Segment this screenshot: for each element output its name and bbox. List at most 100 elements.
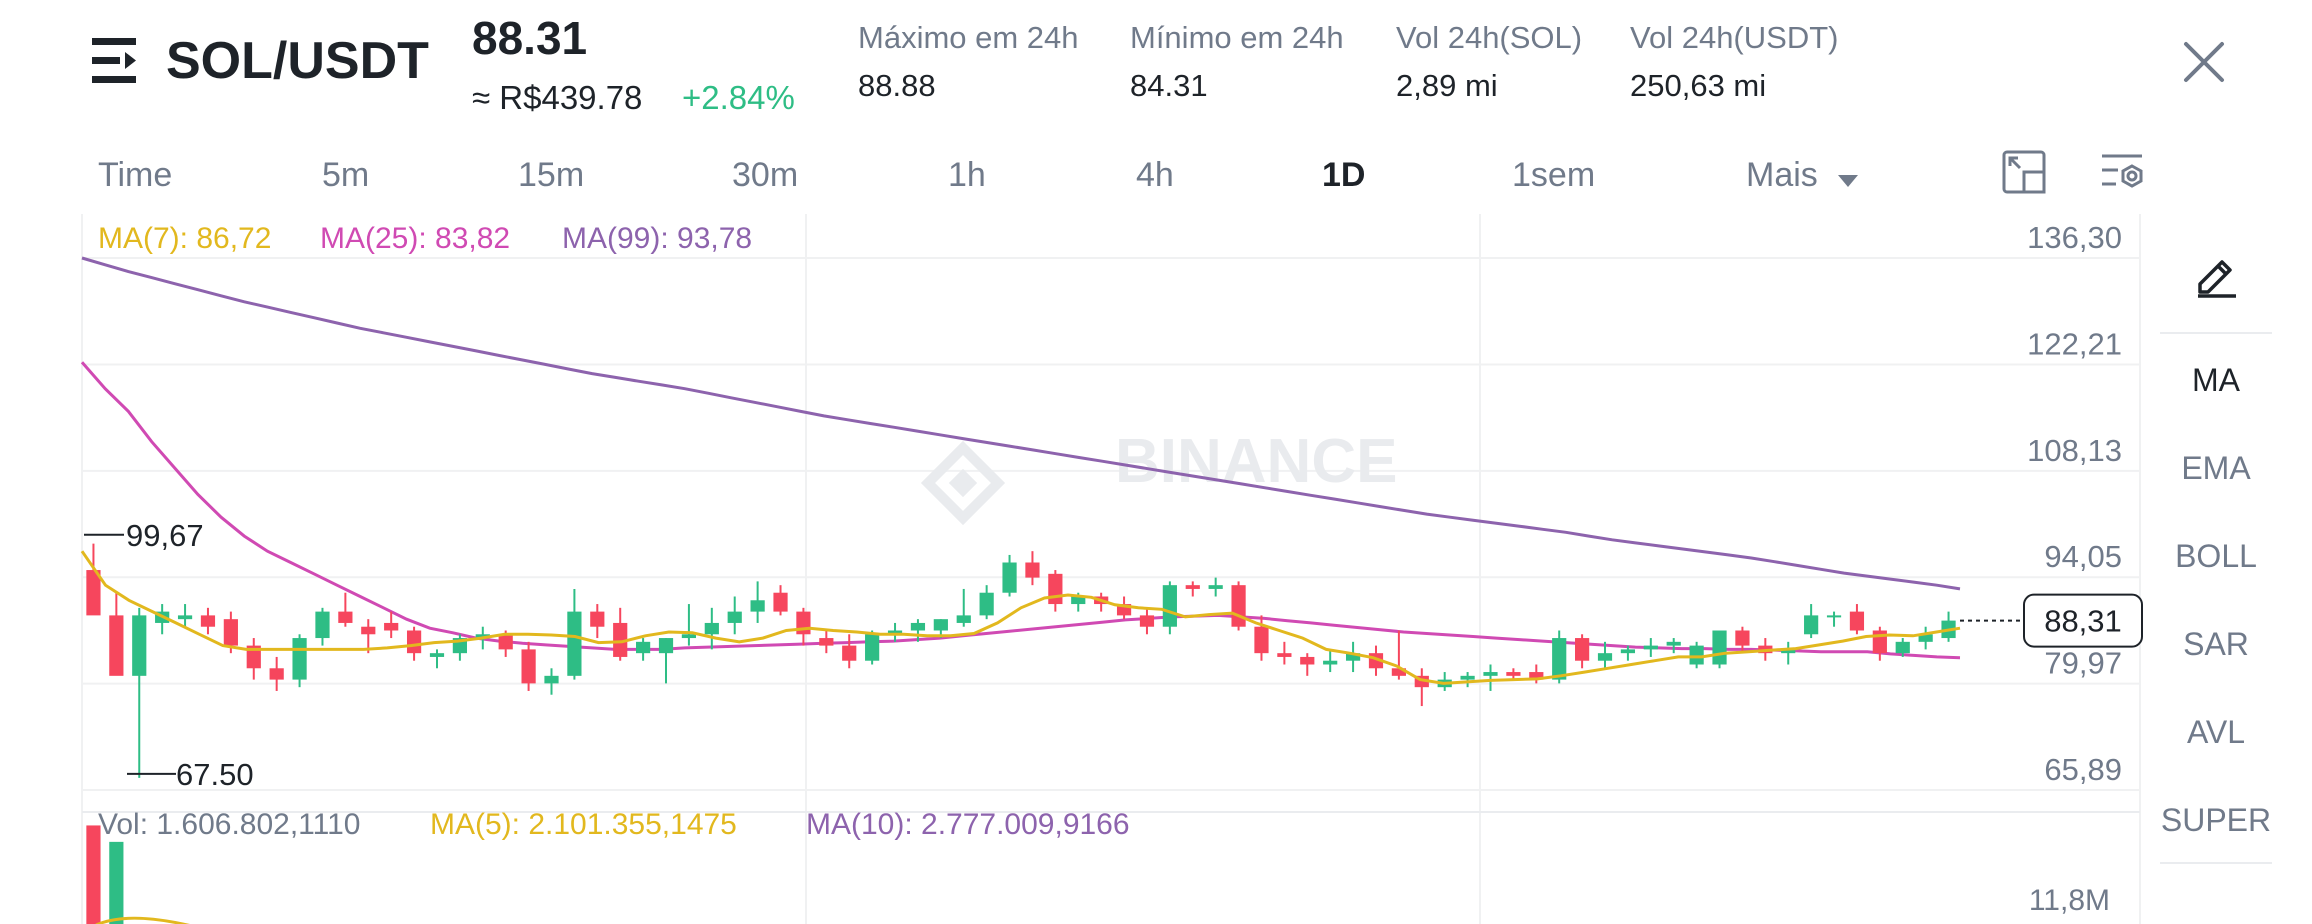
pair-title[interactable]: SOL/USDT — [166, 32, 429, 90]
candle-body — [384, 622, 399, 631]
candle-body — [727, 611, 742, 623]
volume-indicator: Vol: 1.606.802,1110 — [98, 808, 361, 841]
tab-30m[interactable]: 30m — [732, 156, 799, 194]
candle-body — [1552, 638, 1567, 680]
candle-body — [1826, 615, 1842, 618]
stat-24h-vol-usdt-label: Vol 24h(USDT) — [1630, 20, 1839, 55]
tab-4h[interactable]: 4h — [1136, 156, 1174, 194]
tab-5m[interactable]: 5m — [322, 156, 370, 194]
price-axis-tick: 65,89 — [2044, 752, 2122, 787]
fullscreen-icon[interactable] — [2000, 148, 2048, 196]
candle-body — [1620, 649, 1636, 654]
caret-down-icon — [1837, 156, 1859, 198]
indicator-ema[interactable]: EMA — [2181, 450, 2251, 486]
candle-body — [338, 611, 353, 623]
candle-body — [292, 638, 307, 680]
candle-body — [1529, 672, 1544, 680]
draw-pencil-icon[interactable] — [2192, 248, 2242, 298]
stat-24h-vol-sol-label: Vol 24h(SOL) — [1396, 20, 1583, 55]
tab-1d[interactable]: 1D — [1322, 156, 1366, 194]
ma25-line — [80, 361, 1961, 660]
tab-more[interactable]: Mais — [1746, 154, 1859, 198]
ma7-indicator: MA(7): 86,72 — [98, 222, 272, 255]
candle-body — [1208, 585, 1223, 589]
tab-1sem[interactable]: 1sem — [1512, 156, 1596, 194]
candle-body — [1162, 585, 1177, 627]
indicator-ma[interactable]: MA — [2192, 362, 2240, 398]
candle-body — [1048, 573, 1063, 605]
close-icon[interactable] — [2176, 34, 2232, 90]
candle-body — [269, 668, 284, 680]
candle-body — [1918, 634, 1933, 642]
indicator-avl[interactable]: AVL — [2186, 714, 2246, 750]
indicator-sar[interactable]: SAR — [2183, 626, 2249, 662]
candle-body — [1506, 672, 1521, 676]
watermark-text: BINANCE — [1115, 427, 1397, 496]
volume-ma5-line — [95, 916, 190, 924]
side-divider — [2160, 862, 2272, 864]
indicator-super[interactable]: SUPER — [2160, 802, 2272, 838]
volume-ma5-indicator: MA(5): 2.101.355,1475 — [430, 808, 737, 841]
candle-body — [773, 592, 788, 612]
price-axis-tick: 108,13 — [2027, 433, 2122, 468]
price-change-percent: +2.84% — [682, 79, 795, 116]
candle-body — [86, 570, 101, 616]
candle-body — [658, 638, 674, 654]
candle-body — [521, 649, 536, 684]
ma25-indicator: MA(25): 83,82 — [320, 222, 511, 255]
binance-logo-icon — [920, 440, 1006, 526]
volume-bar — [86, 825, 101, 924]
ma99-path — [81, 256, 1961, 591]
candle-body — [223, 619, 238, 646]
indicator-boll[interactable]: BOLL — [2175, 538, 2257, 574]
candle-body — [1483, 672, 1498, 676]
tab-15m[interactable]: 15m — [518, 156, 585, 194]
current-price-badge: 88,31 — [1960, 593, 2143, 648]
price-markers: 99,67 67.50 — [84, 518, 254, 792]
candle-body — [1391, 668, 1406, 676]
candle-body — [796, 611, 811, 635]
candle-body — [979, 592, 994, 616]
ma7-line — [80, 550, 1961, 685]
tab-time[interactable]: Time — [98, 156, 173, 194]
candle-body — [361, 626, 376, 635]
candle-body — [1277, 653, 1292, 657]
candle-body — [567, 611, 582, 676]
price-axis-tick: 136,30 — [2027, 220, 2122, 255]
tab-more-label: Mais — [1746, 156, 1818, 194]
volume-ma10-indicator: MA(10): 2.777.009,9166 — [806, 808, 1130, 841]
candle-body — [1804, 615, 1819, 635]
candle-body — [429, 653, 445, 657]
fiat-price: ≈ R$439.78 — [472, 79, 643, 116]
ma99-line — [81, 256, 1961, 591]
volume-axis-tick: 11,8M — [2029, 884, 2110, 917]
candle-body — [1185, 585, 1200, 589]
candle-body — [681, 634, 697, 639]
candle-body — [1231, 585, 1246, 627]
price-axis: 136,30 122,21 108,13 94,05 79,97 65,89 — [2027, 220, 2122, 787]
candle-body — [1895, 641, 1910, 654]
stat-24h-low-label: Mínimo em 24h — [1130, 20, 1344, 55]
tab-1h[interactable]: 1h — [948, 156, 986, 194]
candle-body — [1689, 645, 1704, 665]
chart-settings-icon[interactable] — [2098, 148, 2146, 196]
candle-body — [315, 611, 330, 639]
candlestick-chart[interactable]: BINANCE 99,67 67.50 136,30 122,21 108,13 94,… — [0, 200, 2312, 924]
candle-body — [1116, 604, 1132, 616]
price-axis-tick: 79,97 — [2044, 646, 2122, 681]
candle-body — [1071, 596, 1086, 605]
price-axis-tick: 122,21 — [2027, 326, 2122, 361]
chart-grid — [81, 214, 2141, 924]
candle-body — [406, 630, 422, 654]
candle-body — [956, 615, 971, 623]
menu-list-icon[interactable] — [92, 36, 144, 86]
candle-body — [200, 615, 216, 627]
candle-body — [1002, 562, 1017, 593]
current-price-label: 88,31 — [2044, 604, 2122, 639]
candle-body — [109, 615, 124, 676]
candle-body — [1345, 653, 1361, 661]
candle-body — [1139, 615, 1155, 627]
candle-body — [865, 634, 880, 661]
stat-24h-low-value: 84.31 — [1130, 68, 1208, 103]
low-marker-label: 67.50 — [176, 757, 254, 792]
